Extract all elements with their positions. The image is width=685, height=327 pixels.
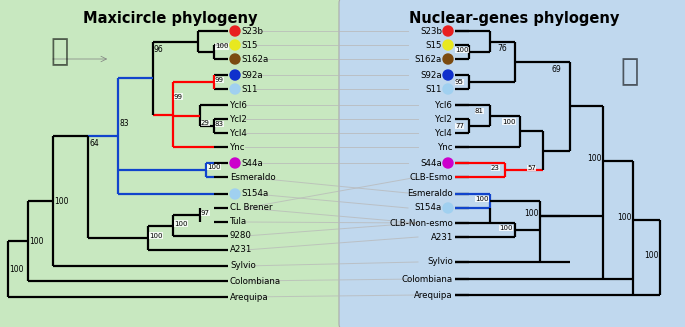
Circle shape (230, 70, 240, 80)
Text: Arequipa: Arequipa (230, 292, 269, 301)
Text: 99: 99 (215, 77, 224, 83)
Text: 77: 77 (455, 123, 464, 129)
Text: 🐠: 🐠 (51, 38, 69, 66)
Text: 29: 29 (201, 120, 210, 126)
Text: Colombiana: Colombiana (230, 277, 281, 285)
FancyBboxPatch shape (0, 0, 342, 327)
Text: Sylvio: Sylvio (427, 257, 453, 267)
Text: Colombiana: Colombiana (402, 274, 453, 284)
Text: 100: 100 (455, 47, 469, 53)
Text: Sylvio: Sylvio (230, 262, 256, 270)
Circle shape (443, 70, 453, 80)
Circle shape (230, 26, 240, 36)
Text: Ycl4: Ycl4 (435, 129, 453, 137)
Text: S154a: S154a (241, 190, 269, 198)
Text: S15: S15 (425, 41, 442, 49)
Text: 100: 100 (499, 225, 512, 231)
Text: 100: 100 (587, 154, 601, 164)
Text: CLB-Non-esmo: CLB-Non-esmo (389, 218, 453, 228)
Text: Esmeraldo: Esmeraldo (230, 173, 275, 181)
Text: Arequipa: Arequipa (414, 290, 453, 300)
FancyBboxPatch shape (339, 0, 685, 327)
Circle shape (230, 84, 240, 94)
Text: 🐠: 🐠 (621, 58, 639, 87)
Circle shape (230, 189, 240, 199)
Text: S11: S11 (241, 84, 258, 94)
Text: 97: 97 (201, 210, 210, 216)
Circle shape (443, 26, 453, 36)
Circle shape (443, 54, 453, 64)
Text: Ycl2: Ycl2 (435, 114, 453, 124)
Text: Ync: Ync (230, 143, 245, 151)
Text: A231: A231 (431, 232, 453, 242)
Text: S44a: S44a (241, 159, 263, 167)
Text: 57: 57 (527, 165, 536, 171)
Circle shape (443, 40, 453, 50)
Circle shape (230, 158, 240, 168)
Text: S92a: S92a (241, 71, 262, 79)
Text: 100: 100 (29, 236, 44, 246)
Text: 100: 100 (617, 214, 632, 222)
Text: 23: 23 (491, 165, 500, 171)
Circle shape (443, 158, 453, 168)
Text: Maxicircle phylogeny: Maxicircle phylogeny (83, 11, 258, 26)
Text: S162a: S162a (414, 55, 442, 63)
Text: 100: 100 (207, 164, 221, 170)
Text: Esmeraldo: Esmeraldo (408, 190, 453, 198)
Text: 100: 100 (174, 220, 188, 227)
Circle shape (443, 203, 453, 213)
Text: 83: 83 (215, 121, 224, 127)
Text: S11: S11 (425, 84, 442, 94)
Text: 100: 100 (644, 251, 658, 260)
Text: 100: 100 (149, 233, 162, 239)
Text: CLB-Esmo: CLB-Esmo (410, 173, 453, 181)
Text: 64: 64 (89, 140, 99, 148)
Text: 81: 81 (475, 108, 484, 114)
Text: Ycl6: Ycl6 (435, 100, 453, 110)
Text: A231: A231 (230, 246, 252, 254)
Text: Ycl6: Ycl6 (230, 100, 248, 110)
Text: 99: 99 (174, 94, 183, 100)
Text: 83: 83 (119, 119, 129, 129)
Text: S23b: S23b (241, 26, 263, 36)
Circle shape (230, 54, 240, 64)
Text: 69: 69 (552, 65, 562, 74)
Text: 100: 100 (215, 43, 229, 49)
Text: 100: 100 (524, 209, 538, 218)
Text: 100: 100 (9, 265, 23, 273)
Text: 100: 100 (502, 118, 516, 125)
Text: S44a: S44a (421, 159, 442, 167)
Circle shape (443, 84, 453, 94)
Circle shape (230, 40, 240, 50)
Text: S92a: S92a (421, 71, 442, 79)
Text: S23b: S23b (420, 26, 442, 36)
Text: Ync: Ync (438, 143, 453, 151)
Text: 100: 100 (475, 196, 488, 202)
Text: 76: 76 (497, 44, 507, 53)
Text: CL Brener: CL Brener (230, 203, 273, 213)
Text: Nuclear-genes phylogeny: Nuclear-genes phylogeny (409, 11, 619, 26)
Text: 95: 95 (455, 79, 464, 85)
Text: 96: 96 (154, 45, 164, 54)
Text: Ycl2: Ycl2 (230, 114, 248, 124)
Text: Ycl4: Ycl4 (230, 129, 248, 137)
Text: S154a: S154a (414, 203, 442, 213)
Text: S162a: S162a (241, 55, 269, 63)
Text: 9280: 9280 (230, 232, 252, 240)
Text: S15: S15 (241, 41, 258, 49)
Text: 100: 100 (54, 197, 68, 205)
Text: Tula: Tula (230, 217, 247, 227)
